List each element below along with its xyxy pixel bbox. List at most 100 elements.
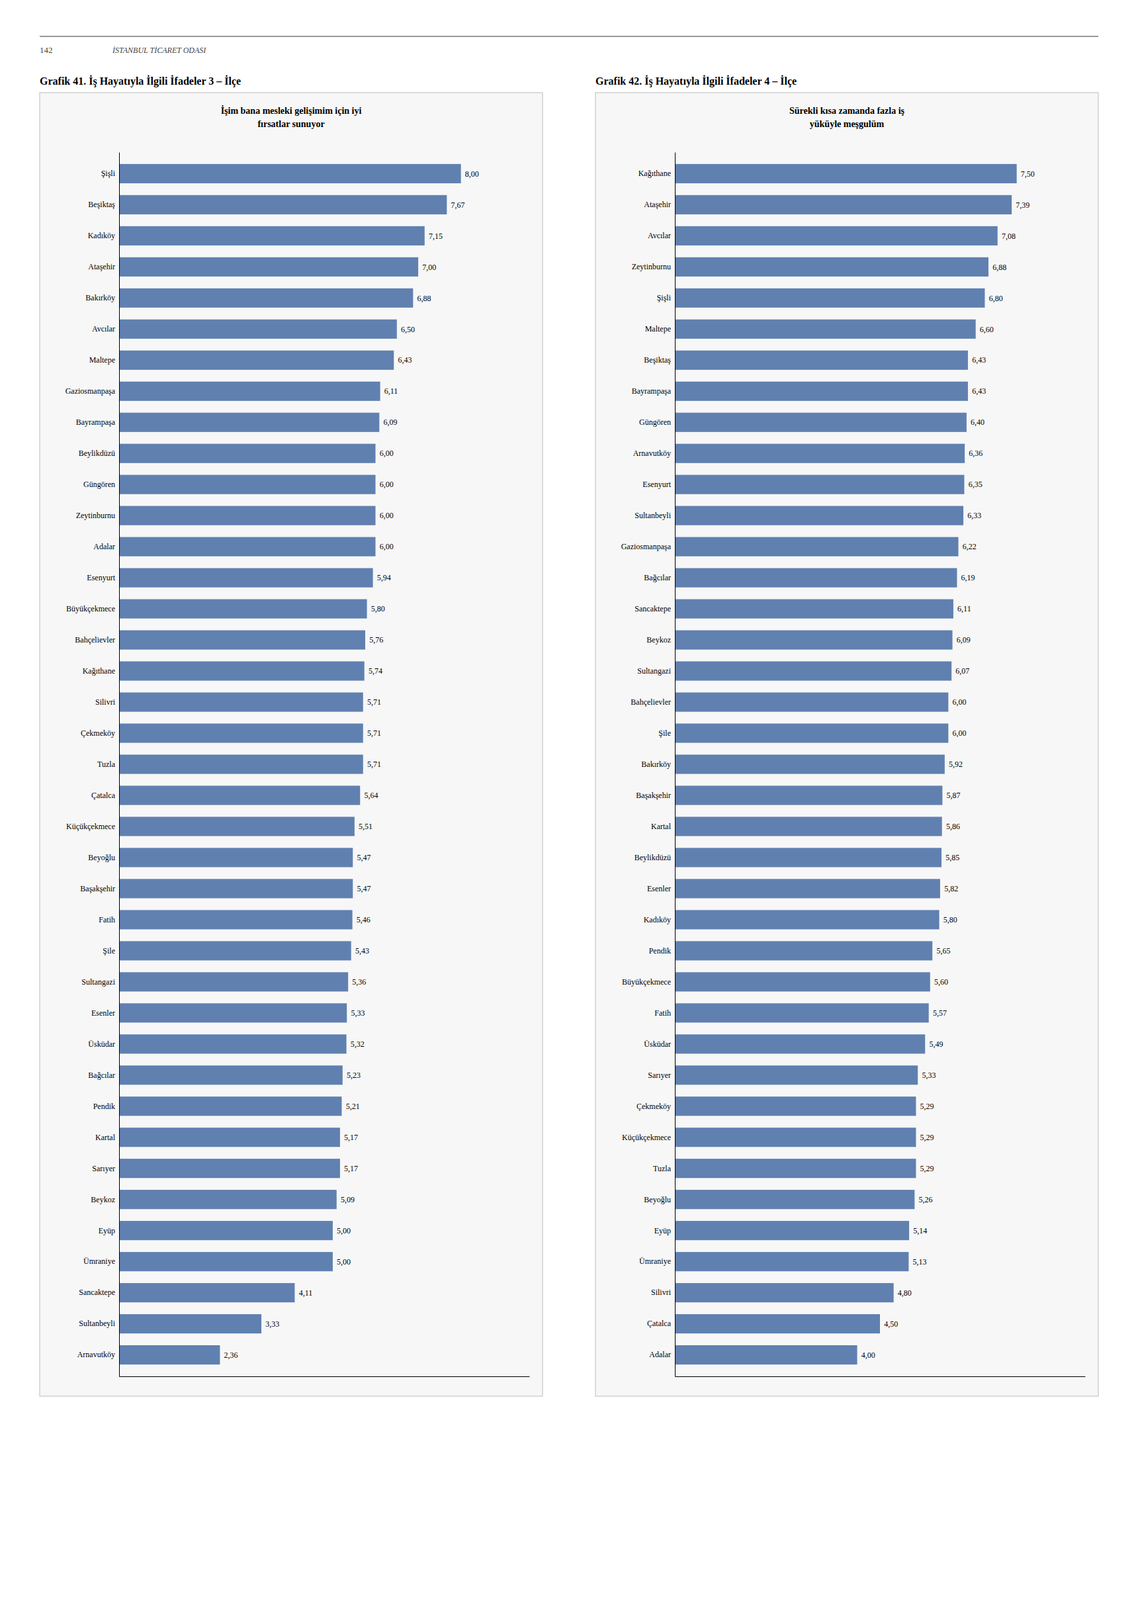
data-label: 5,57 [932,1008,947,1018]
bar [674,630,953,650]
y-tick-label: Gaziosmanpaşa [65,386,116,396]
data-labels: 8,007,677,157,006,886,506,436,116,096,00… [224,169,480,1360]
y-tick: Beşiktaş [87,199,116,210]
bar [674,195,1012,215]
y-tick-label: Bayrampaşa [76,417,116,427]
bar [119,1158,341,1178]
y-tick: Ümraniye [83,1256,116,1266]
y-tick: Beyоğlu [87,852,116,863]
y-tick: Ataşehir [643,199,671,210]
bar [119,1345,220,1365]
data-label: 6,09 [383,417,398,427]
bar [674,878,941,898]
y-tick-label: Tuzla [653,1163,672,1174]
page-number: 142 [39,44,53,55]
data-label: 6,43 [397,355,412,365]
y-tick: Bakırköy [85,293,116,303]
bar [119,1003,347,1023]
bar [119,1034,347,1054]
page-header: 142İSTANBUL TİCARET ODASI [39,36,1099,55]
bar [674,1127,916,1147]
y-tick-label: Esenler [647,883,671,894]
y-tick-label: Esenler [91,1008,116,1018]
y-tick: Sancaktepe [634,604,671,614]
y-tick: Üsküdar [87,1039,116,1049]
bar [119,1065,343,1085]
y-tick: Büyükçekmece [621,977,671,987]
y-tick: Başakşehir [635,790,671,800]
data-label: 5,71 [367,697,382,707]
data-label: 6,00 [379,541,394,552]
data-label: 4,80 [897,1288,912,1298]
y-tick-label: Büyükçekmece [66,604,116,614]
y-tick: Başakşehir [80,883,116,894]
y-tick-label: Adalar [649,1349,671,1359]
data-label: 5,26 [919,1194,933,1205]
y-tick-label: Başakşehir [80,883,116,894]
data-label: 5,47 [356,883,371,894]
chart-panel: Grafik 42. İş Hayatıyla İlgili İfadeler … [595,74,1099,1397]
data-label: 6,00 [379,510,394,521]
y-tick-label: Beşiktaş [87,199,116,210]
y-tick: Eyüp [98,1225,116,1236]
bar [119,1096,342,1116]
bar [674,506,964,526]
y-tick-label: Silivri [95,697,116,707]
y-tick-label: Üsküdar [87,1039,116,1049]
bar [674,1251,909,1271]
data-label: 2,36 [224,1350,239,1360]
y-tick: Beylikdüzü [78,448,116,458]
y-tick-label: Beylikdüzü [634,852,671,863]
y-tick: Tuzla [653,1163,672,1174]
y-tick: Sultanbeyli [634,510,671,521]
y-tick: Adalar [93,541,116,552]
x-axis-line [675,1376,1086,1377]
y-axis-line [674,152,676,1377]
data-label: 6,11 [957,604,972,614]
y-tick: Fatih [98,915,116,925]
y-tick-label: Esenyurt [642,479,671,489]
data-label: 5,82 [944,883,959,894]
data-label: 4,11 [299,1288,313,1298]
y-tick: Şişli [101,168,116,178]
y-tick-label: Maltepe [89,355,116,365]
bar [674,226,998,246]
bar [674,350,968,370]
y-tick-label: Zeytinburnu [76,510,116,521]
bar [119,1127,341,1147]
y-tick: Bağcılar [643,572,671,583]
bar [119,506,376,526]
bar [674,1313,880,1334]
y-tick-label: Sancaktepe [634,604,671,614]
chart-title: Grafik 42. İş Hayatıyla İlgili İfadeler … [595,74,797,88]
y-tick-label: Eyüp [654,1225,671,1236]
y-tick: Esenyurt [86,572,116,583]
y-tick: Kağıthane [638,168,671,178]
y-tick-label: Şile [658,728,671,738]
y-tick: Bağcılar [87,1070,116,1080]
y-tick-label: Adalar [93,541,116,552]
data-label: 5,49 [928,1039,943,1049]
bar [119,350,394,370]
y-tick: Gaziosmanpaşa [621,541,672,552]
data-label: 5,32 [350,1039,365,1049]
data-label: 5,29 [920,1101,935,1111]
y-tick-label: Küçükçekmece [621,1132,671,1142]
bar [674,692,949,712]
y-tick-label: Çatalca [647,1318,672,1328]
data-label: 5,60 [934,977,949,987]
data-label: 5,23 [346,1070,361,1080]
y-tick-label: Şişli [656,293,672,303]
x-axis [675,1376,1086,1377]
y-axis: ŞişliBeşiktaşKadıköyAtaşehirBakırköyAvcı… [65,152,120,1377]
bar [674,1158,916,1178]
data-label: 5,86 [946,821,961,832]
y-tick: Silivri [651,1287,672,1297]
y-tick-label: Eyüp [98,1225,116,1236]
data-labels: 7,507,397,086,886,806,606,436,436,406,36… [861,169,1035,1360]
bar [119,226,425,246]
data-label: 5,33 [350,1008,365,1018]
bar [674,443,965,464]
bar [674,257,989,277]
y-tick: Kartal [95,1132,116,1142]
